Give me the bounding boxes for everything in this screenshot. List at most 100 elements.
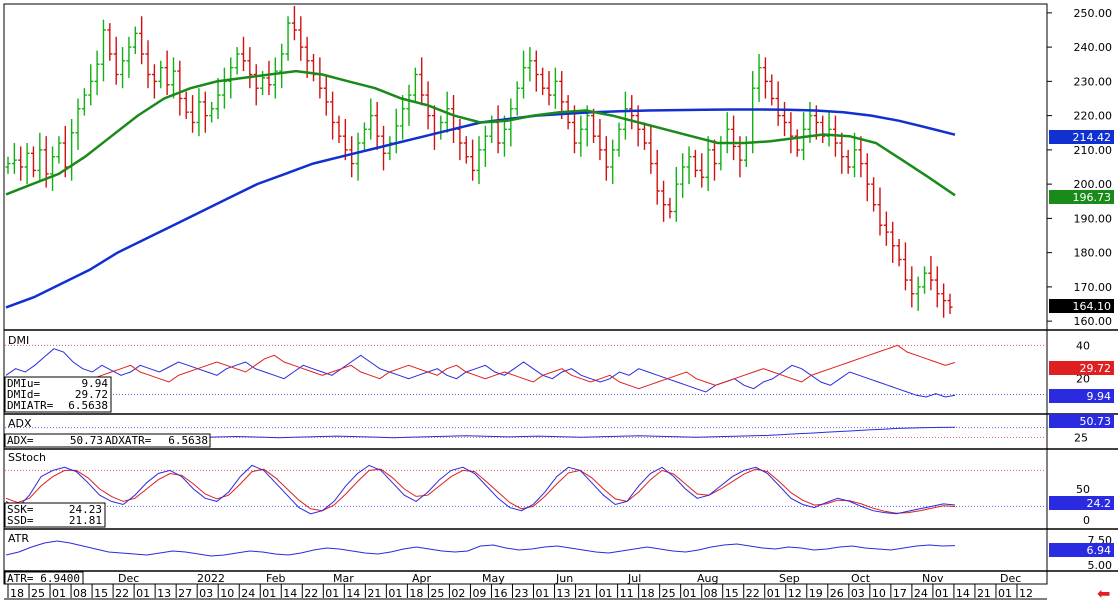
- adx-atr-label: ADXATR=: [105, 434, 152, 447]
- x-axis-day-label: 18: [641, 587, 655, 600]
- dmi-down-value: 29.72: [75, 388, 108, 401]
- x-axis-day-label: 27: [178, 587, 192, 600]
- stoch-ssk-label: SSK=: [7, 503, 34, 516]
- x-axis-day-label: 10: [220, 587, 234, 600]
- atr-value-tag: 6.94: [1087, 544, 1112, 557]
- stoch-ssd-line: [5, 468, 956, 514]
- short-moving-average-line: [5, 69, 956, 197]
- dmi-down-line: [5, 344, 956, 393]
- x-axis-day-label: 16: [493, 587, 507, 600]
- x-axis-month-label: Sep: [779, 572, 800, 585]
- x-axis-day-label: 14: [956, 587, 970, 600]
- x-axis-day-label: 25: [31, 587, 45, 600]
- dmi-down-tag-bg: [1049, 361, 1114, 375]
- stoch-tick-label: 0: [1083, 514, 1090, 527]
- stoch-ssk-line: [5, 464, 956, 515]
- x-axis-month-label: Jul: [627, 572, 641, 585]
- x-axis-day-label: 08: [704, 587, 718, 600]
- dmi-up-tag: 9.94: [1087, 390, 1112, 403]
- dmi-tick-label: 20: [1076, 373, 1090, 386]
- atr-label: ATR=: [7, 572, 34, 585]
- stoch-ssd-value: 21.81: [69, 514, 102, 527]
- long-ma-value-tag-bg: [1049, 130, 1114, 144]
- dmi-down-tag: 29.72: [1080, 362, 1112, 375]
- atr-value-tag-bg: [1049, 543, 1114, 557]
- adx-value: 50.73: [70, 434, 103, 447]
- x-axis-month-label: Mar: [333, 572, 354, 585]
- chart-frame: [3, 3, 1048, 585]
- x-axis-day-label: 22: [115, 587, 129, 600]
- price-tick-label: 180.00: [1074, 247, 1113, 260]
- x-axis-day-label: 02: [451, 587, 465, 600]
- price-tick-label: 200.00: [1074, 178, 1113, 191]
- x-axis-day-label: 01: [683, 587, 697, 600]
- x-axis-day-label: 15: [94, 587, 108, 600]
- x-axis-month-label: Jun: [555, 572, 573, 585]
- x-axis-day-label: 12: [788, 587, 802, 600]
- price-tick-label: 160.00: [1074, 315, 1113, 328]
- price-tick-label: 250.00: [1074, 7, 1113, 20]
- long-ma-value-tag: 214.42: [1073, 131, 1112, 144]
- stoch-tick-label: 50: [1076, 483, 1090, 496]
- x-axis-day-label: 21: [977, 587, 991, 600]
- x-axis-day-label: 21: [578, 587, 592, 600]
- adx-panel-title: ADX: [8, 417, 32, 430]
- stoch-value-tag: 24.2: [1087, 497, 1112, 510]
- x-axis-month-label: Aug: [697, 572, 718, 585]
- x-axis-day-label: 01: [52, 587, 66, 600]
- dmi-up-line: [5, 348, 956, 398]
- last-price-tag-bg: [1049, 299, 1114, 313]
- short-ma-value-tag: 196.73: [1073, 191, 1112, 204]
- atr-tick-label: 5.00: [1088, 559, 1113, 572]
- x-axis-day-label: 01: [136, 587, 150, 600]
- back-arrow-icon[interactable]: ⬅: [1097, 584, 1111, 603]
- price-tick-label: 230.00: [1074, 75, 1113, 88]
- x-axis-day-label: 10: [872, 587, 886, 600]
- last-price-tag: 164.10: [1073, 300, 1112, 313]
- dmi-tick-label: 40: [1076, 339, 1090, 352]
- x-axis-day-label: 01: [325, 587, 339, 600]
- adx-atr-value: 6.5638: [168, 434, 208, 447]
- x-axis-day-label: 14: [346, 587, 360, 600]
- x-axis-day-label: 03: [199, 587, 213, 600]
- x-axis-day-label: 08: [73, 587, 87, 600]
- x-axis-day-label: 01: [998, 587, 1012, 600]
- price-tick-label: 220.00: [1074, 110, 1113, 123]
- x-axis-day-label: 18: [409, 587, 423, 600]
- dmi-atr-value: 6.5638: [68, 399, 108, 412]
- adx-value-tag-bg: [1049, 414, 1114, 428]
- x-axis-month-label: Dec: [1000, 572, 1021, 585]
- x-axis-day-label: 01: [767, 587, 781, 600]
- x-axis-day-label: 13: [157, 587, 171, 600]
- stoch-readout-box: [4, 502, 106, 528]
- price-tick-label: 240.00: [1074, 41, 1113, 54]
- x-axis-day-label: 13: [557, 587, 571, 600]
- x-axis-day-label: 24: [241, 587, 255, 600]
- x-axis-day-label: 03: [851, 587, 865, 600]
- adx-label: ADX=: [7, 434, 34, 447]
- stoch-ssk-value: 24.23: [69, 503, 102, 516]
- stoch-ssd-label: SSD=: [7, 514, 34, 527]
- stoch-panel-title: SStoch: [8, 451, 46, 464]
- dmi-atr-label: DMIATR=: [7, 399, 54, 412]
- x-axis-day-label: 18: [10, 587, 24, 600]
- atr-line: [5, 540, 956, 557]
- x-axis-day-label: 01: [262, 587, 276, 600]
- adx-tick-label: 25: [1074, 431, 1088, 444]
- dmi-readout-box: [4, 376, 112, 413]
- x-axis-day-label: 14: [283, 587, 297, 600]
- x-axis-month-label: Oct: [851, 572, 871, 585]
- x-axis-day-label: 01: [388, 587, 402, 600]
- x-axis-day-label: 25: [662, 587, 676, 600]
- x-axis-day-label: 11: [620, 587, 634, 600]
- x-axis-day-label: 01: [935, 587, 949, 600]
- x-axis-day-label: 25: [430, 587, 444, 600]
- price-tick-label: 210.00: [1074, 144, 1113, 157]
- adx-value-tag: 50.73: [1080, 415, 1112, 428]
- price-tick-label: 170.00: [1074, 281, 1113, 294]
- x-axis-month-label: Dec: [118, 572, 139, 585]
- x-axis-day-label: 24: [914, 587, 928, 600]
- x-axis-month-label: Nov: [922, 572, 944, 585]
- stoch-value-tag-bg: [1049, 496, 1114, 510]
